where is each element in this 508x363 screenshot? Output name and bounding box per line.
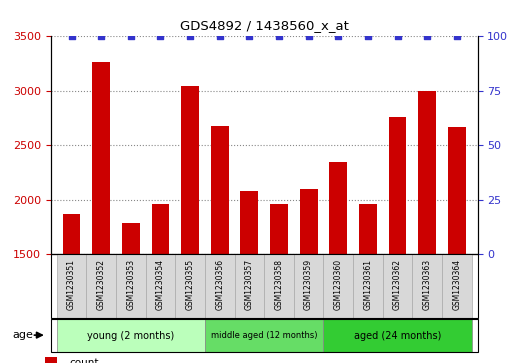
Bar bbox=[389, 117, 406, 254]
Point bbox=[127, 33, 135, 39]
Text: GSM1230361: GSM1230361 bbox=[363, 259, 372, 310]
Bar bbox=[353, 254, 383, 318]
Bar bbox=[383, 254, 412, 318]
Bar bbox=[175, 254, 205, 318]
Bar bbox=[412, 254, 442, 318]
Bar bbox=[448, 127, 466, 254]
Bar bbox=[45, 357, 57, 363]
Point bbox=[305, 33, 313, 39]
Text: GSM1230362: GSM1230362 bbox=[393, 259, 402, 310]
Point bbox=[215, 33, 224, 39]
Point bbox=[423, 33, 431, 39]
Text: count: count bbox=[69, 358, 99, 363]
Point bbox=[156, 33, 165, 39]
Bar bbox=[270, 204, 288, 254]
Bar bbox=[324, 319, 471, 352]
Text: GSM1230354: GSM1230354 bbox=[156, 259, 165, 310]
Bar bbox=[418, 91, 436, 254]
Point bbox=[453, 33, 461, 39]
Text: GSM1230364: GSM1230364 bbox=[452, 259, 461, 310]
Bar bbox=[205, 319, 324, 352]
Bar bbox=[151, 204, 169, 254]
Bar bbox=[300, 189, 318, 254]
Bar bbox=[86, 254, 116, 318]
Bar bbox=[359, 204, 377, 254]
Point bbox=[393, 33, 401, 39]
Point bbox=[186, 33, 194, 39]
Bar bbox=[329, 162, 347, 254]
Bar bbox=[146, 254, 175, 318]
Bar bbox=[235, 254, 264, 318]
Text: aged (24 months): aged (24 months) bbox=[354, 331, 441, 341]
Text: GSM1230352: GSM1230352 bbox=[97, 259, 106, 310]
Text: GSM1230351: GSM1230351 bbox=[67, 259, 76, 310]
Bar bbox=[294, 254, 324, 318]
Bar bbox=[240, 191, 258, 254]
Text: young (2 months): young (2 months) bbox=[87, 331, 174, 341]
Bar bbox=[442, 254, 471, 318]
Text: GSM1230358: GSM1230358 bbox=[274, 259, 283, 310]
Bar bbox=[57, 254, 86, 318]
Text: GSM1230353: GSM1230353 bbox=[126, 259, 135, 310]
Point bbox=[68, 33, 76, 39]
Text: GSM1230359: GSM1230359 bbox=[304, 259, 313, 310]
Bar bbox=[205, 254, 235, 318]
Bar bbox=[324, 254, 353, 318]
Bar bbox=[181, 86, 199, 254]
Point bbox=[275, 33, 283, 39]
Bar bbox=[62, 214, 80, 254]
Bar bbox=[211, 126, 229, 254]
Point bbox=[334, 33, 342, 39]
Text: GSM1230363: GSM1230363 bbox=[423, 259, 432, 310]
Bar bbox=[57, 319, 205, 352]
Point bbox=[364, 33, 372, 39]
Title: GDS4892 / 1438560_x_at: GDS4892 / 1438560_x_at bbox=[180, 19, 348, 32]
Bar bbox=[122, 223, 140, 254]
Bar bbox=[92, 62, 110, 254]
Text: GSM1230356: GSM1230356 bbox=[215, 259, 224, 310]
Point bbox=[97, 33, 105, 39]
Text: GSM1230360: GSM1230360 bbox=[334, 259, 343, 310]
Text: GSM1230355: GSM1230355 bbox=[185, 259, 195, 310]
Text: middle aged (12 months): middle aged (12 months) bbox=[211, 331, 318, 340]
Text: age: age bbox=[13, 330, 34, 340]
Text: GSM1230357: GSM1230357 bbox=[245, 259, 254, 310]
Bar bbox=[116, 254, 146, 318]
Bar bbox=[264, 254, 294, 318]
Point bbox=[245, 33, 253, 39]
